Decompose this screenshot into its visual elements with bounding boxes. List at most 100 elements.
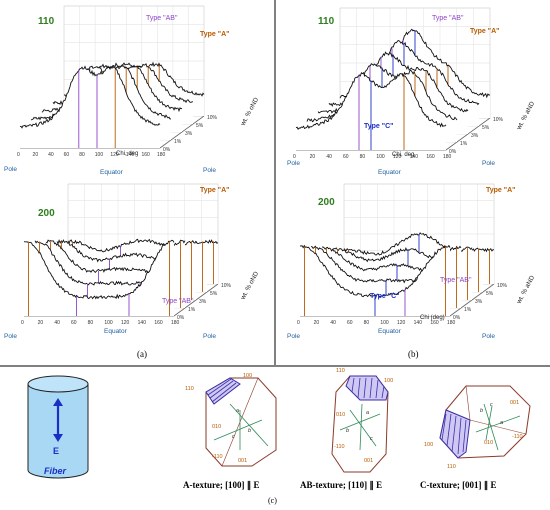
face-label: -110 [512, 434, 523, 440]
x-tick-label: 0 [293, 154, 296, 160]
x-tick-label: 100 [376, 154, 385, 160]
depth-axis-label: wt. % oND [239, 96, 260, 128]
series-line [23, 239, 175, 300]
face-label: 010 [336, 412, 345, 418]
crystal-caption: AB-texture; [110] ∥ E [300, 480, 382, 491]
x-tick-label: 120 [393, 154, 402, 160]
depth-tick-label: 0% [449, 149, 457, 155]
x-tick-label: 80 [79, 152, 85, 158]
face-label: 100 [243, 373, 252, 379]
face-label: 110 [447, 464, 456, 470]
series-fill [20, 66, 160, 148]
depth-tick-label: 0% [163, 147, 171, 153]
depth-tick-label: 1% [464, 307, 472, 313]
depth-axis-label: wt. % oND [239, 270, 260, 302]
type-ab-label: Type "AB" [162, 298, 194, 305]
equator-label: Equator [378, 328, 402, 335]
panel-caption: (b) [408, 349, 419, 359]
type-a-label: Type "A" [486, 187, 515, 194]
series-line [299, 244, 451, 298]
x-tick-label: 60 [64, 152, 70, 158]
x-tick-label: 180 [171, 320, 180, 326]
hkl-label: 110 [318, 16, 335, 27]
hkl-label: 200 [318, 197, 335, 208]
face-label: 001 [510, 400, 519, 406]
depth-tick-label: 5% [486, 291, 494, 297]
x-tick-label: 160 [430, 320, 439, 326]
axis-label: a [500, 420, 503, 426]
pole-left-label: Pole [4, 166, 17, 173]
crystal-a-texture: 110 100 010 -110 001 a b c [185, 373, 277, 467]
x-tick-label: 0 [17, 152, 20, 158]
x-tick-label: 20 [33, 152, 39, 158]
x-axis-label: Chi, deg [116, 151, 138, 157]
crystal-ab-texture: 110 100 010 -110 001 a b c [331, 368, 393, 473]
x-tick-label: 80 [360, 154, 366, 160]
hkl-label: 110 [38, 16, 55, 27]
x-tick-label: 120 [121, 320, 130, 326]
face-label: 001 [364, 458, 373, 464]
x-axis-label: Chi (deg) [420, 315, 445, 321]
panel-caption: (c) [268, 496, 277, 505]
depth-axis-label: wt. % aND [515, 100, 536, 132]
x-tick-label: 180 [447, 320, 456, 326]
x-axis-label: Chi, deg [392, 152, 414, 158]
axis-label: b [480, 408, 483, 414]
x-tick-label: 100 [104, 320, 113, 326]
depth-tick-label: 3% [475, 299, 483, 305]
x-tick-label: 160 [154, 320, 163, 326]
axis-label: b [346, 428, 349, 434]
fiber-cylinder: E Fiber [27, 375, 89, 479]
series-line [19, 65, 161, 129]
x-tick-label: 40 [330, 320, 336, 326]
hkl-label: 200 [38, 208, 55, 219]
depth-tick-label: 10% [493, 117, 504, 123]
x-tick-label: 140 [410, 154, 419, 160]
depth-tick-label: 10% [497, 283, 508, 289]
panel-c: E Fiber 110 100 010 -110 001 a b c [27, 368, 531, 505]
type-ab-label: Type "AB" [440, 277, 472, 284]
series-fill [24, 240, 174, 316]
x-tick-label: 120 [110, 152, 119, 158]
x-tick-label: 20 [310, 154, 316, 160]
fiber-label: Fiber [44, 466, 67, 476]
x-tick-label: 0 [297, 320, 300, 326]
face-label: 001 [238, 458, 247, 464]
type-c-label: Type "C" [370, 293, 399, 300]
equator-label: Equator [378, 169, 402, 176]
face-label: 110 [336, 368, 345, 374]
x-tick-label: 180 [157, 152, 166, 158]
type-ab-label: Type "AB" [146, 15, 178, 22]
depth-tick-label: 1% [460, 141, 468, 147]
x-tick-label: 60 [347, 320, 353, 326]
pole-right-label: Pole [482, 333, 495, 340]
x-tick-label: 0 [21, 320, 24, 326]
panel-caption: (a) [137, 349, 147, 359]
pole-right-label: Pole [482, 160, 495, 167]
axis-label: c [232, 434, 235, 440]
pole-left-label: Pole [287, 160, 300, 167]
axis-label: a [366, 410, 369, 416]
x-tick-label: 20 [38, 320, 44, 326]
x-tick-label: 140 [414, 320, 423, 326]
depth-tick-label: 1% [174, 139, 182, 145]
x-tick-label: 140 [138, 320, 147, 326]
face-label: -110 [334, 444, 345, 450]
type-ab-label: Type "AB" [432, 15, 464, 22]
arrow-head-down-icon [53, 434, 63, 442]
type-a-label: Type "A" [200, 31, 229, 38]
axis-label: c [490, 402, 493, 408]
x-tick-label: 80 [364, 320, 370, 326]
depth-axis-label: wt. % aND [515, 274, 536, 306]
pole-right-label: Pole [203, 333, 216, 340]
face-label: 100 [424, 442, 433, 448]
type-a-label: Type "A" [470, 28, 499, 35]
pole-right-label: Pole [203, 167, 216, 174]
depth-tick-label: 3% [185, 131, 193, 137]
series-fill [300, 245, 450, 316]
face-label: 010 [484, 440, 493, 446]
